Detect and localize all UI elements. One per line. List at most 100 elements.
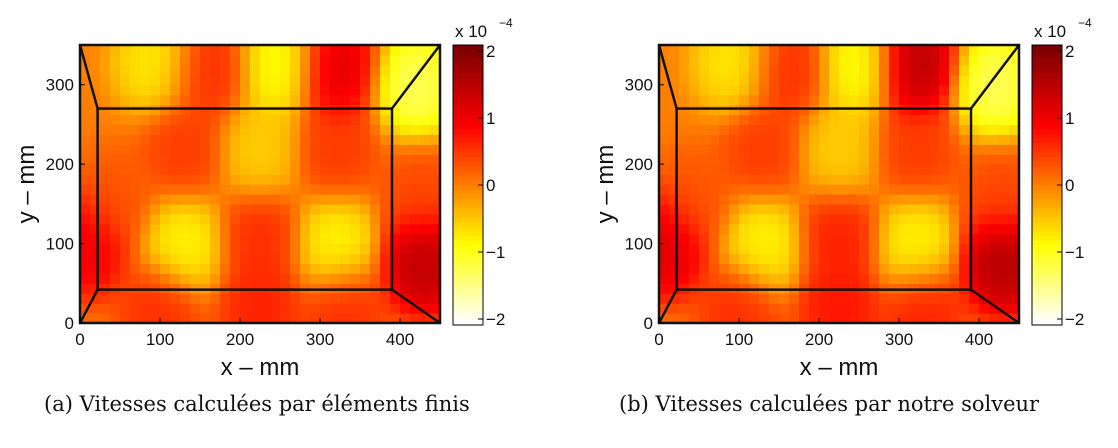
- heatmap-cell: [80, 243, 91, 255]
- heatmap-cell: [789, 213, 800, 225]
- heatmap-cell: [150, 94, 161, 106]
- heatmap-cell: [330, 94, 341, 106]
- heatmap-cell: [829, 203, 840, 215]
- heatmap-cell: [290, 84, 301, 96]
- heatmap-cell: [180, 74, 191, 86]
- heatmap-cell: [959, 124, 970, 135]
- heatmap-cell: [380, 263, 391, 274]
- heatmap-cell: [430, 223, 441, 235]
- heatmap-cell: [719, 203, 730, 215]
- heatmap-cell: [759, 313, 770, 324]
- heatmap-cell: [280, 233, 291, 245]
- colorbar-step: [453, 264, 483, 270]
- heatmap-cell: [280, 64, 291, 76]
- heatmap-cell: [320, 253, 331, 265]
- heatmap-cell: [749, 134, 760, 145]
- heatmap-cell: [250, 74, 261, 86]
- heatmap-cell: [220, 303, 231, 314]
- heatmap-cell: [270, 313, 281, 324]
- heatmap-cell: [939, 223, 950, 235]
- heatmap-cell: [190, 74, 201, 86]
- heatmap-cell: [240, 154, 251, 165]
- heatmap-cell: [949, 184, 960, 195]
- heatmap-cell: [849, 313, 860, 324]
- heatmap-cell: [749, 213, 760, 225]
- heatmap-cell: [360, 313, 371, 324]
- heatmap-cell: [979, 253, 990, 265]
- heatmap-cell: [280, 203, 291, 215]
- heatmap-cell: [779, 134, 790, 145]
- heatmap-cell: [919, 45, 930, 56]
- heatmap-cell: [729, 243, 740, 255]
- heatmap-cell: [749, 144, 760, 155]
- heatmap-cell: [230, 273, 241, 284]
- heatmap-cell: [859, 184, 870, 195]
- heatmap-cell: [679, 253, 690, 265]
- heatmap-cell: [310, 233, 321, 245]
- heatmap-cell: [280, 313, 291, 324]
- heatmap-cell: [889, 134, 900, 145]
- heatmap-cell: [300, 84, 311, 96]
- heatmap-cell: [430, 154, 441, 165]
- heatmap-cell: [90, 74, 101, 86]
- heatmap-cell: [949, 144, 960, 155]
- heatmap-cell: [240, 164, 251, 175]
- heatmap-cell: [669, 203, 680, 215]
- heatmap-cell: [80, 273, 91, 284]
- heatmap-cell: [310, 124, 321, 135]
- heatmap-cell: [270, 144, 281, 155]
- heatmap-cell: [130, 114, 141, 126]
- heatmap-cell: [839, 313, 850, 324]
- heatmap-cell: [370, 184, 381, 195]
- heatmap-cell: [170, 154, 181, 165]
- heatmap-cell: [150, 174, 161, 185]
- heatmap-cell: [190, 94, 201, 106]
- heatmap-cell: [110, 144, 121, 155]
- heatmap-cell: [699, 84, 710, 96]
- heatmap-cell: [989, 94, 1000, 106]
- heatmap-cell: [180, 193, 191, 205]
- heatmap-cell: [400, 154, 411, 165]
- heatmap-cell: [949, 124, 960, 135]
- heatmap-cell: [949, 94, 960, 106]
- heatmap-cell: [360, 144, 371, 155]
- heatmap-cell: [90, 114, 101, 126]
- heatmap-cell: [659, 233, 670, 245]
- heatmap-cell: [280, 193, 291, 205]
- heatmap-cell: [679, 233, 690, 245]
- heatmap-cell: [989, 303, 1000, 314]
- heatmap-cell: [869, 293, 880, 304]
- colorbar-step: [453, 54, 483, 60]
- colorbar-step: [1032, 129, 1062, 135]
- heatmap-cell: [80, 233, 91, 245]
- colorbar-step: [453, 208, 483, 214]
- y-tick-label: 200: [46, 155, 74, 174]
- heatmap-cell: [430, 94, 441, 106]
- heatmap-cell: [779, 94, 790, 106]
- heatmap-cell: [729, 45, 740, 56]
- heatmap-cell: [679, 174, 690, 185]
- heatmap-cell: [679, 263, 690, 274]
- heatmap-cell: [669, 64, 680, 76]
- colorbar-step: [1032, 185, 1062, 191]
- heatmap-cell: [909, 84, 920, 96]
- heatmap-cell: [759, 124, 770, 135]
- heatmap-cell: [360, 64, 371, 76]
- heatmap-cell: [400, 54, 411, 66]
- colorbar-step: [453, 306, 483, 312]
- heatmap-cell: [250, 114, 261, 126]
- heatmap-cell: [869, 193, 880, 205]
- structure-outline: [657, 43, 1021, 325]
- heatmap-cell: [350, 124, 361, 135]
- heatmap-cell: [769, 84, 780, 96]
- colorbar-step: [1032, 189, 1062, 195]
- heatmap-cell: [889, 213, 900, 225]
- heatmap-cell: [679, 84, 690, 96]
- heatmap-cell: [979, 193, 990, 205]
- heatmap-cell: [989, 223, 1000, 235]
- heatmap-cell: [819, 293, 830, 304]
- y-axis-label: y – mm: [592, 145, 619, 224]
- heatmap-cell: [140, 174, 151, 185]
- heatmap-cell: [679, 114, 690, 126]
- heatmap-cell: [160, 233, 171, 245]
